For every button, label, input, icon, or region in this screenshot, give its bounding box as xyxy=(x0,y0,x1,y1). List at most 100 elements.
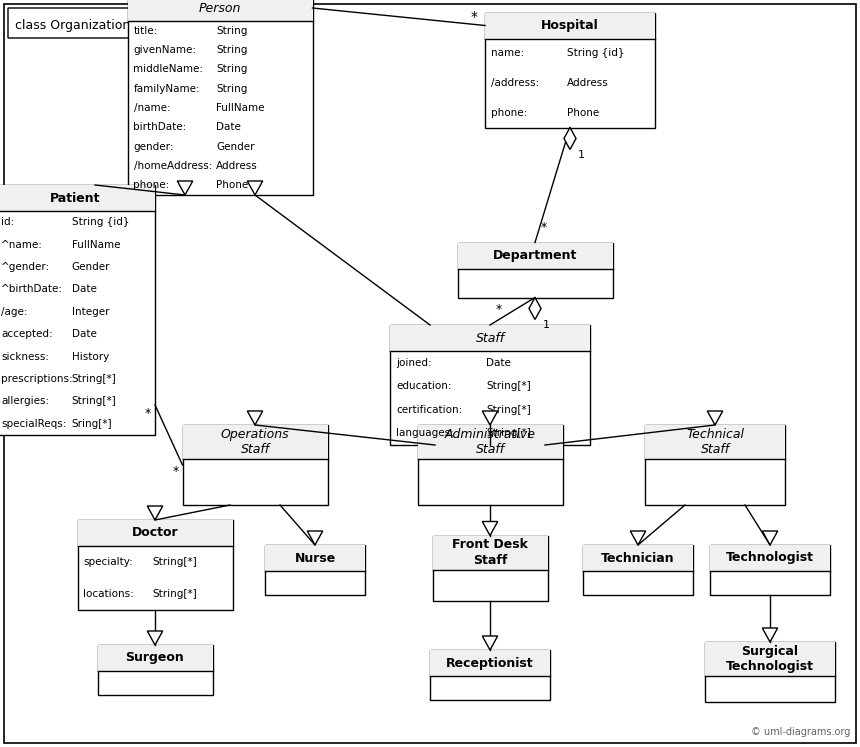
Text: ^birthDate:: ^birthDate: xyxy=(1,285,63,294)
Text: title:: title: xyxy=(133,25,157,36)
Text: String {id}: String {id} xyxy=(567,49,624,58)
Bar xyxy=(265,545,365,595)
Text: String {id}: String {id} xyxy=(71,217,129,227)
Text: gender:: gender: xyxy=(133,142,174,152)
Polygon shape xyxy=(177,181,193,195)
Text: class Organization: class Organization xyxy=(15,19,130,31)
Polygon shape xyxy=(8,8,185,38)
Text: *: * xyxy=(496,303,502,316)
Text: String[*]: String[*] xyxy=(152,589,197,599)
Bar xyxy=(458,243,612,268)
Bar xyxy=(430,650,550,700)
Bar xyxy=(390,325,590,351)
Text: allergies:: allergies: xyxy=(1,397,49,406)
Text: Staff: Staff xyxy=(476,332,505,344)
Text: Technician: Technician xyxy=(601,551,675,565)
Polygon shape xyxy=(482,411,498,425)
Text: givenName:: givenName: xyxy=(133,45,196,55)
Text: phone:: phone: xyxy=(491,108,527,118)
Text: Hospital: Hospital xyxy=(541,19,599,32)
Text: String: String xyxy=(217,84,248,93)
Bar xyxy=(705,642,835,702)
Text: Date: Date xyxy=(71,285,96,294)
Text: FullName: FullName xyxy=(71,240,120,249)
Polygon shape xyxy=(482,636,498,650)
Text: Gender: Gender xyxy=(217,142,255,152)
Bar xyxy=(182,425,328,505)
Text: certification:: certification: xyxy=(396,405,463,415)
Text: 1: 1 xyxy=(543,320,550,329)
Text: specialReqs:: specialReqs: xyxy=(1,419,66,429)
Text: Receptionist: Receptionist xyxy=(446,657,534,669)
Text: name:: name: xyxy=(491,49,524,58)
Bar xyxy=(645,425,785,459)
Bar xyxy=(430,650,550,676)
Bar xyxy=(0,185,155,211)
Polygon shape xyxy=(564,128,576,149)
Bar xyxy=(485,13,655,128)
Bar xyxy=(705,642,835,676)
Bar xyxy=(127,0,312,195)
Text: Date: Date xyxy=(486,358,511,368)
Bar xyxy=(485,13,655,39)
Bar xyxy=(645,425,785,505)
Bar xyxy=(710,545,830,595)
Bar xyxy=(583,545,693,595)
Text: String[*]: String[*] xyxy=(71,374,117,384)
Text: /homeAddress:: /homeAddress: xyxy=(133,161,212,171)
Text: locations:: locations: xyxy=(83,589,134,599)
Text: prescriptions:: prescriptions: xyxy=(1,374,72,384)
Text: Date: Date xyxy=(217,123,241,132)
Text: Address: Address xyxy=(217,161,258,171)
Bar xyxy=(710,545,830,571)
Text: languages:: languages: xyxy=(396,428,454,438)
Text: String[*]: String[*] xyxy=(486,428,531,438)
Text: Gender: Gender xyxy=(71,262,110,272)
Text: accepted:: accepted: xyxy=(1,329,52,339)
Text: *: * xyxy=(541,220,547,234)
Text: History: History xyxy=(71,352,109,362)
Polygon shape xyxy=(630,531,646,545)
Polygon shape xyxy=(762,628,777,642)
Polygon shape xyxy=(248,411,262,425)
Text: String[*]: String[*] xyxy=(152,557,197,567)
Text: Surgical
Technologist: Surgical Technologist xyxy=(726,645,814,673)
Bar xyxy=(77,520,232,610)
Text: FullName: FullName xyxy=(217,103,265,113)
Text: String: String xyxy=(217,64,248,75)
Text: ^name:: ^name: xyxy=(1,240,43,249)
Bar xyxy=(182,425,328,459)
Polygon shape xyxy=(147,506,163,520)
Text: /address:: /address: xyxy=(491,78,539,88)
Text: String: String xyxy=(217,25,248,36)
Text: Integer: Integer xyxy=(71,307,109,317)
Bar xyxy=(458,243,612,297)
Bar xyxy=(583,545,693,571)
Text: Date: Date xyxy=(71,329,96,339)
Polygon shape xyxy=(762,531,777,545)
Text: ^gender:: ^gender: xyxy=(1,262,50,272)
Text: id:: id: xyxy=(1,217,15,227)
Bar xyxy=(0,185,155,435)
Text: Operations
Staff: Operations Staff xyxy=(221,428,289,456)
Polygon shape xyxy=(307,531,322,545)
Text: Doctor: Doctor xyxy=(132,527,178,539)
Text: Person: Person xyxy=(199,1,241,14)
Text: Nurse: Nurse xyxy=(294,551,335,565)
Text: Front Desk
Staff: Front Desk Staff xyxy=(452,539,528,566)
Text: String[*]: String[*] xyxy=(486,381,531,391)
Text: *: * xyxy=(173,465,179,478)
Text: Address: Address xyxy=(567,78,608,88)
Polygon shape xyxy=(707,411,722,425)
Text: Phone: Phone xyxy=(567,108,599,118)
Text: education:: education: xyxy=(396,381,452,391)
Bar xyxy=(97,645,212,695)
Text: middleName:: middleName: xyxy=(133,64,204,75)
Text: /name:: /name: xyxy=(133,103,170,113)
Bar xyxy=(127,0,312,21)
Text: Technologist: Technologist xyxy=(726,551,814,565)
Text: Patient: Patient xyxy=(50,191,101,205)
Text: Surgeon: Surgeon xyxy=(126,651,184,665)
Bar xyxy=(77,520,232,546)
Bar xyxy=(433,536,548,569)
